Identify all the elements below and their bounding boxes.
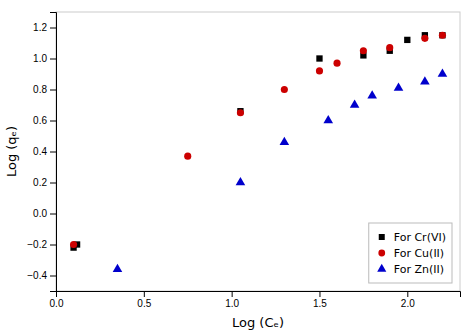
tick-label: 0.0 <box>50 298 64 309</box>
legend-label: For Cr(VI) <box>394 231 446 244</box>
plot-frame <box>56 12 460 291</box>
point <box>439 32 446 39</box>
tick-label: 0.4 <box>33 146 47 157</box>
series <box>70 32 445 251</box>
legend-marker <box>377 264 386 272</box>
tick-mark <box>144 291 145 297</box>
point <box>404 37 410 43</box>
tick: 1.0 <box>33 53 56 64</box>
tick-label: 0.5 <box>137 298 151 309</box>
tick-mark <box>319 291 320 297</box>
x-axis-title: Log (Cₑ) <box>232 315 284 330</box>
tick: 1.5 <box>313 291 327 309</box>
tick: 0.2 <box>33 177 56 188</box>
point <box>438 68 448 76</box>
tick: 1.2 <box>33 22 56 33</box>
tick-mark <box>50 28 56 29</box>
series <box>113 68 448 272</box>
tick-mark <box>407 291 408 297</box>
chart-svg: 0.0 0.5 1.0 1.5 2.0 −0.4 −0.2 0.0 0.2 0.4 0.6 0.8 1.… <box>0 0 474 335</box>
point <box>421 35 428 42</box>
tick-mark <box>50 183 56 184</box>
tick-mark <box>232 291 233 297</box>
legend-label: For Cu(II) <box>394 247 444 260</box>
point <box>333 60 340 67</box>
tick-label: 0.2 <box>33 177 47 188</box>
legend-item: For Zn(II) <box>377 263 444 276</box>
tick-mark <box>50 59 56 60</box>
y-axis-title: Log (qₑ) <box>4 126 19 177</box>
tick-mark <box>50 214 56 215</box>
y-axis: −0.4 −0.2 0.0 0.2 0.4 0.6 0.8 1.0 1.2 <box>27 13 56 292</box>
tick-label: −0.2 <box>27 239 47 250</box>
point <box>367 90 377 98</box>
point <box>113 264 123 272</box>
tick-label: 1.2 <box>33 22 47 33</box>
tick-mark <box>50 276 56 277</box>
tick-mark <box>50 121 56 122</box>
tick-label: 2.0 <box>401 298 415 309</box>
point <box>420 76 430 84</box>
tick: 0.5 <box>137 291 151 309</box>
tick-label: 1.0 <box>33 53 47 64</box>
tick-label: 1.0 <box>225 298 239 309</box>
tick-label: 0.6 <box>33 115 47 126</box>
point <box>281 86 288 93</box>
legend-marker <box>379 234 385 240</box>
x-axis: 0.0 0.5 1.0 1.5 2.0 <box>50 291 461 309</box>
chart-container: 0.0 0.5 1.0 1.5 2.0 −0.4 −0.2 0.0 0.2 0.4 0.6 0.8 1.… <box>0 0 474 335</box>
point <box>184 153 191 160</box>
point <box>323 115 333 123</box>
tick-label: 1.5 <box>313 298 327 309</box>
legend-item: For Cr(VI) <box>379 231 446 244</box>
point <box>360 47 367 54</box>
legend-label: For Zn(II) <box>394 263 444 276</box>
point <box>394 82 404 90</box>
legend: For Cr(VI) For Cu(II) For Zn(II) <box>369 223 452 283</box>
tick: 2.0 <box>401 291 415 309</box>
plot: 0.0 0.5 1.0 1.5 2.0 −0.4 −0.2 0.0 0.2 0.4 0.6 0.8 1.… <box>27 12 460 309</box>
x-axis-line <box>57 292 461 298</box>
point <box>316 67 323 74</box>
point <box>439 32 445 38</box>
tick: 0.6 <box>33 115 56 126</box>
tick-label: −0.4 <box>27 270 47 281</box>
tick: 1.0 <box>225 291 239 309</box>
legend-box <box>369 223 452 283</box>
tick: −0.4 <box>27 270 56 281</box>
tick: 0.0 <box>33 208 56 219</box>
point <box>70 241 77 248</box>
tick-mark <box>50 152 56 153</box>
tick: −0.2 <box>27 239 56 250</box>
tick: 0.4 <box>33 146 56 157</box>
legend-marker <box>378 250 385 257</box>
legend-item: For Cu(II) <box>378 247 444 260</box>
point <box>350 99 360 107</box>
tick: 0.8 <box>33 84 56 95</box>
tick-mark <box>50 90 56 91</box>
tick-label: 0.8 <box>33 84 47 95</box>
y-axis-line <box>50 13 57 292</box>
point <box>316 55 322 61</box>
series <box>70 32 446 248</box>
point <box>236 177 246 185</box>
point <box>237 109 244 116</box>
tick: 0.0 <box>50 291 64 309</box>
tick-mark <box>50 245 56 246</box>
tick-label: 0.0 <box>33 208 47 219</box>
point <box>280 137 290 145</box>
point <box>386 44 393 51</box>
